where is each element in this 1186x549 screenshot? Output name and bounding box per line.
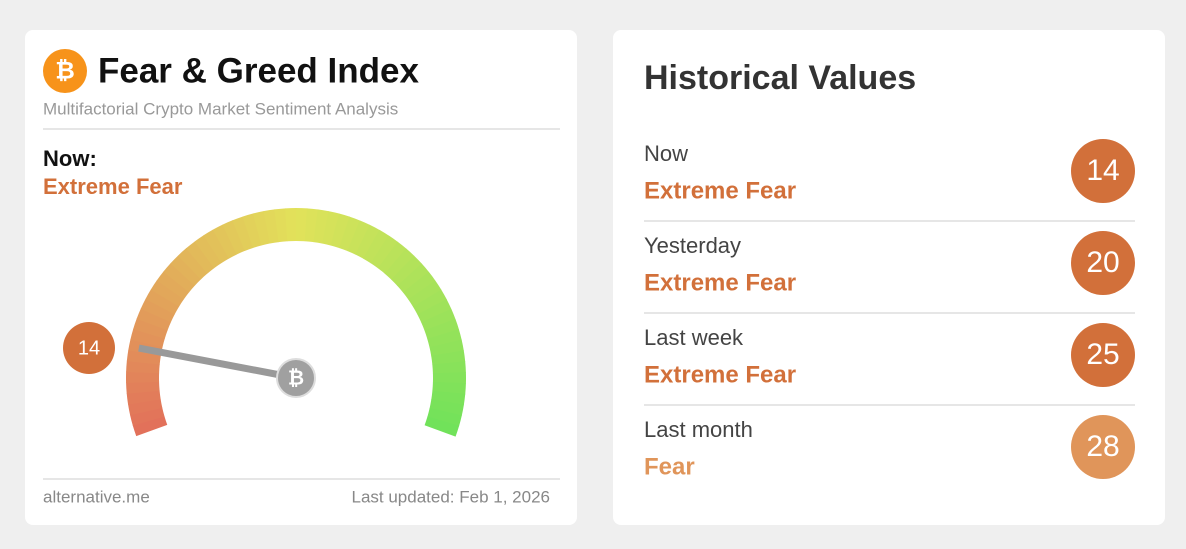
gauge-segment — [377, 241, 407, 274]
row-value: 14 — [1086, 154, 1119, 187]
gauge-segment — [232, 216, 254, 251]
gauge-segment — [252, 211, 271, 246]
row-label: Last week — [644, 325, 744, 350]
gauge-segment — [424, 416, 460, 437]
row-value: 20 — [1086, 246, 1119, 279]
gauge-needle — [138, 344, 297, 382]
row-class: Fear — [644, 453, 695, 480]
gauge-segment — [355, 224, 380, 259]
gauge-segment — [402, 271, 436, 300]
footer-updated: Last updated: Feb 1, 2026 — [352, 487, 551, 506]
gauge-segment — [429, 399, 464, 416]
row-badge — [1071, 139, 1135, 203]
value-badge-text: 14 — [78, 337, 100, 359]
gauge-segment — [126, 381, 160, 394]
gauge-segment — [163, 263, 196, 293]
gauge-segment — [427, 329, 462, 348]
gauge-segment — [384, 248, 415, 280]
gauge-segment — [370, 235, 398, 269]
gauge-segment — [212, 224, 238, 259]
gauge-segment — [156, 271, 190, 300]
row-badge — [1071, 323, 1135, 387]
gauge-segment — [413, 289, 447, 315]
now-label: Now: — [43, 146, 97, 171]
gauge-segment — [285, 208, 297, 242]
bitcoin-symbol: ₿ — [55, 57, 75, 84]
row-value: 25 — [1086, 338, 1119, 371]
gauge-segment — [170, 255, 202, 286]
value-badge — [63, 322, 115, 374]
history-rows: Now Extreme Fear 14 Yesterday Extreme Fear 20… — [644, 139, 1135, 480]
needle-hub — [276, 358, 316, 398]
gauge-segment — [150, 280, 185, 307]
gauge-segment — [130, 407, 165, 426]
gauge-segment — [313, 209, 329, 244]
gauge-segment — [140, 298, 175, 323]
row-class: Extreme Fear — [644, 269, 796, 296]
gauge-segment — [263, 209, 279, 244]
row-badge — [1071, 231, 1135, 295]
row-label: Yesterday — [644, 233, 741, 258]
gauge-segment — [397, 263, 430, 293]
gauge-segment — [203, 229, 230, 264]
row-class: Extreme Fear — [644, 361, 796, 388]
gauge-segment — [126, 371, 160, 383]
gauge-segment — [274, 208, 288, 243]
gauge-segment — [432, 372, 466, 384]
gauge-segment — [330, 213, 350, 249]
gauge-segment — [136, 308, 172, 331]
gauge-segment — [126, 390, 161, 405]
gauge-segment — [296, 208, 308, 242]
gauge-segment — [194, 235, 222, 269]
row-label: Now — [644, 141, 688, 166]
now-class: Extreme Fear — [43, 174, 183, 199]
gauge-segment — [347, 220, 371, 255]
gauge-segment — [242, 213, 262, 248]
gauge-segment — [145, 289, 180, 315]
gauge-segment — [424, 318, 460, 340]
gauge-segment — [177, 248, 208, 280]
gauge: ₿ 14 — [63, 208, 466, 437]
gauge-segment — [126, 349, 161, 365]
gauge-segment — [417, 299, 452, 323]
footer-source: alternative.me — [43, 487, 150, 506]
gauge-segment — [427, 408, 462, 427]
gauge-segment — [126, 360, 160, 374]
gauge-segment — [421, 308, 456, 331]
gauge-segment — [408, 280, 442, 308]
widget-title: Fear & Greed Index — [98, 51, 419, 90]
row-class: Extreme Fear — [644, 177, 796, 204]
bitcoin-icon — [43, 49, 87, 93]
history-title: Historical Values — [644, 59, 916, 97]
gauge-segment — [432, 361, 466, 374]
gauge-segment — [322, 211, 340, 246]
gauge-segment — [432, 381, 466, 395]
history-card — [613, 30, 1165, 525]
gauge-segment — [185, 241, 215, 274]
row-badge — [1071, 415, 1135, 479]
gauge-segment — [339, 216, 361, 252]
gauge-segment — [132, 416, 168, 437]
hub-symbol: ₿ — [288, 367, 304, 389]
gauge-segment — [133, 318, 168, 339]
row-value: 28 — [1086, 430, 1119, 463]
gauge-segment — [431, 390, 466, 406]
widget-subtitle: Multifactorial Crypto Market Sentiment A… — [43, 99, 398, 118]
gauge-segment — [222, 220, 246, 255]
gauge-segment — [130, 328, 165, 348]
gauge-segment — [391, 255, 423, 287]
gauge-segment — [363, 229, 390, 264]
row-label: Last month — [644, 417, 753, 442]
gauge-segment — [431, 350, 466, 365]
